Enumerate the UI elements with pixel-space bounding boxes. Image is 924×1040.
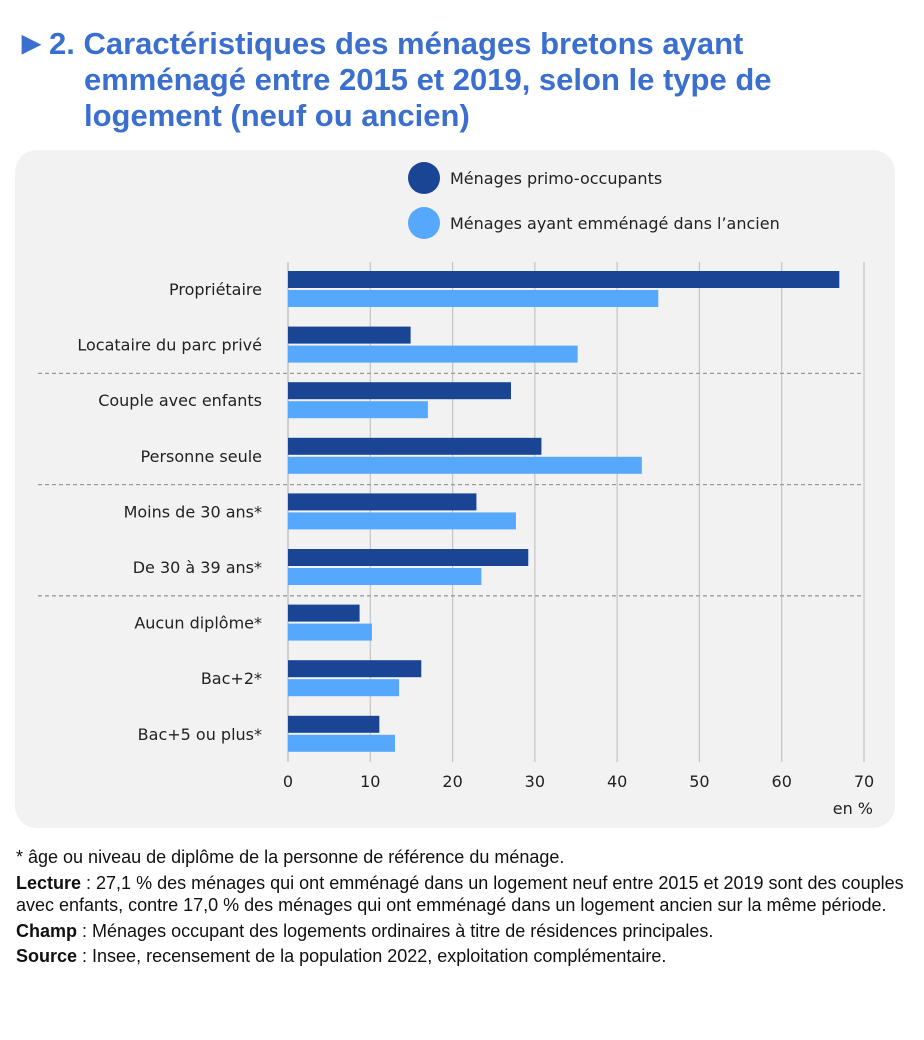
category-label: Bac+2*	[201, 669, 262, 688]
bar-primo-occupants	[288, 382, 511, 400]
legend-label-primo: Ménages primo-occupants	[450, 168, 663, 188]
legend-item-primo: Ménages primo-occupants	[408, 162, 662, 194]
play-arrow-icon: ▶	[22, 30, 41, 57]
legend-item-ancien: Ménages ayant emménagé dans l’ancien	[408, 207, 780, 239]
footnote-asterisk: * âge ou niveau de diplôme de la personn…	[16, 847, 565, 867]
bar-ancien	[288, 456, 642, 474]
footnote-source: Source : Insee, recensement de la popula…	[16, 945, 906, 968]
footnote-champ: Champ : Ménages occupant des logements o…	[16, 920, 906, 943]
champ-text: : Ménages occupant des logements ordinai…	[77, 920, 714, 941]
category-label: De 30 à 39 ans*	[133, 558, 262, 577]
bar-primo-occupants	[288, 604, 360, 622]
footnotes: * âge ou niveau de diplôme de la personn…	[16, 846, 906, 971]
bar-ancien	[288, 512, 516, 530]
bar-chart: 0 10 20 30 40 50 60 70 en % Propriétaire Locataire…	[38, 262, 874, 818]
x-tick-label: 10	[360, 772, 380, 791]
legend-label-ancien: Ménages ayant emménagé dans l’ancien	[450, 213, 780, 233]
bar-primo-occupants	[288, 549, 529, 566]
x-tick-label: 30	[525, 772, 545, 791]
legend-swatch-ancien	[408, 207, 440, 239]
x-tick-label: 20	[442, 772, 462, 791]
bar-ancien	[288, 345, 578, 363]
category-label: Couple avec enfants	[98, 391, 262, 410]
category-label: Bac+5 ou plus*	[138, 725, 262, 744]
source-label: Source	[16, 946, 78, 966]
bar-ancien	[288, 679, 400, 697]
lecture-label: Lecture	[16, 872, 82, 893]
bar-primo-occupants	[288, 271, 840, 288]
x-tick-label: 0	[283, 772, 293, 791]
category-label: Moins de 30 ans*	[124, 502, 262, 521]
chart-title: ▶ 2. Caractéristiques des ménages breton…	[22, 26, 902, 134]
category-label: Aucun diplôme*	[134, 614, 262, 633]
bar-ancien	[288, 734, 395, 752]
bar-primo-occupants	[288, 493, 477, 511]
bar-ancien	[288, 401, 428, 419]
bar-primo-occupants	[288, 715, 380, 733]
footnote-lecture: Lecture : 27,1 % des ménages qui ont emm…	[16, 872, 906, 917]
bar-primo-occupants	[288, 326, 411, 344]
chart-panel	[15, 150, 895, 828]
category-label: Propriétaire	[169, 280, 262, 299]
category-label: Personne seule	[141, 447, 262, 466]
champ-label: Champ	[16, 920, 78, 941]
bar-primo-occupants	[288, 660, 422, 678]
x-tick-label: 60	[772, 772, 792, 791]
x-tick-label: 70	[854, 772, 874, 791]
lecture-text: : 27,1 % des ménages qui ont emménagé da…	[16, 872, 904, 916]
bar-ancien	[288, 290, 659, 307]
bar-ancien	[288, 623, 372, 641]
category-label: Locataire du parc privé	[77, 336, 262, 355]
bar-primo-occupants	[288, 437, 542, 455]
chart-title-text: 2. Caractéristiques des ménages bretons …	[49, 26, 772, 133]
bar-ancien	[288, 568, 482, 585]
source-text: : Insee, recensement de la population 20…	[77, 946, 667, 966]
x-axis-label: en %	[833, 799, 873, 818]
legend-swatch-primo	[408, 162, 440, 194]
x-tick-label: 50	[689, 772, 709, 791]
x-tick-label: 40	[607, 772, 627, 791]
